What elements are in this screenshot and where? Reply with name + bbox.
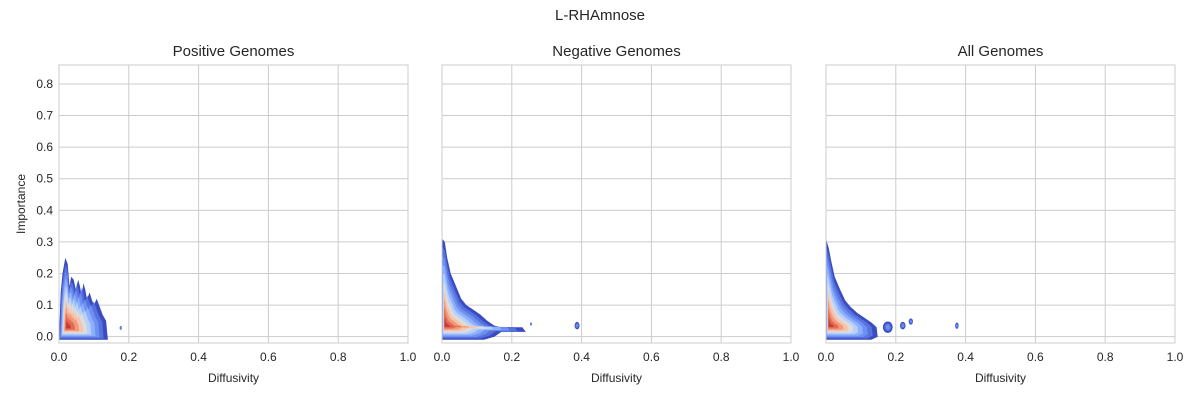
plot-frame — [58, 64, 409, 344]
x-tick-label: 0.6 — [1027, 350, 1044, 364]
x-tick-label: 0.6 — [643, 350, 660, 364]
y-tick-label: 0.1 — [36, 298, 53, 312]
y-axis-label: Importance — [14, 174, 28, 234]
x-tick-label: 0.8 — [1097, 350, 1114, 364]
y-tick-label: 0.8 — [36, 77, 53, 91]
density-level-7 — [444, 299, 470, 330]
x-axis-label: Diffusivity — [208, 371, 259, 385]
x-tick-label: 0.8 — [713, 350, 730, 364]
x-tick-label: 0.6 — [260, 350, 277, 364]
panel-title: Negative Genomes — [552, 43, 680, 60]
x-axis-label: Diffusivity — [591, 371, 642, 385]
y-tick-label: 0.4 — [36, 203, 53, 217]
figure-title: L-RHAmnose — [555, 7, 645, 24]
x-tick-label: 0.2 — [887, 350, 904, 364]
x-tick-label: 0.2 — [120, 350, 137, 364]
x-axis-label: Diffusivity — [975, 371, 1026, 385]
x-tick-label: 0.4 — [190, 350, 207, 364]
panels: 0.0 0.2 0.4 0.6 0.8 1.00.00.10.20.30.40.50.60… — [14, 43, 1184, 385]
density-island — [901, 324, 904, 328]
x-tick-label: 0.0 — [818, 350, 835, 364]
density-island — [119, 326, 122, 329]
y-tick-label: 0.5 — [36, 172, 53, 186]
x-tick-label: 1.0 — [1167, 350, 1184, 364]
density-island — [909, 320, 912, 323]
x-tick-label: 0.2 — [503, 350, 520, 364]
density-island — [955, 324, 958, 327]
density-level-9 — [65, 320, 71, 329]
density-level-9 — [444, 316, 453, 327]
y-tick-label: 0.6 — [36, 140, 53, 154]
density-island — [885, 324, 890, 330]
panel-1: 0.0 0.2 0.4 0.6 0.8 1.0 Negative Genomes Diffus… — [434, 43, 800, 385]
panel-0: 0.0 0.2 0.4 0.6 0.8 1.0 0.0 0.1 0.2 0.3 0.4 0.5 0.6 0… — [14, 43, 417, 385]
y-tick-label: 0.0 — [36, 330, 53, 344]
panel-2: 0.0 0.2 0.4 0.6 0.8 1.0 All Genomes Diffusivity — [818, 43, 1184, 385]
panel-title: Positive Genomes — [173, 43, 295, 60]
plot-frame — [825, 64, 1176, 344]
x-tick-label: 0.0 — [434, 350, 451, 364]
density-level-8 — [828, 308, 839, 329]
x-tick-label: 0.4 — [573, 350, 590, 364]
plot-frame — [441, 64, 792, 344]
y-tick-label: 0.2 — [36, 267, 53, 281]
y-tick-label: 0.7 — [36, 109, 53, 123]
density-level-9 — [828, 316, 834, 327]
x-tick-label: 0.4 — [957, 350, 974, 364]
x-tick-label: 1.0 — [400, 350, 417, 364]
density-contours — [826, 238, 959, 340]
x-tick-label: 0.8 — [330, 350, 347, 364]
density-contours — [59, 257, 122, 340]
x-tick-label: 0.0 — [51, 350, 68, 364]
x-tick-label: 1.0 — [783, 350, 800, 364]
density-island — [529, 323, 532, 326]
density-island — [576, 324, 579, 328]
density-contours — [442, 238, 580, 340]
panel-title: All Genomes — [958, 43, 1044, 60]
y-tick-label: 0.3 — [36, 235, 53, 249]
density-level-8 — [444, 308, 461, 329]
